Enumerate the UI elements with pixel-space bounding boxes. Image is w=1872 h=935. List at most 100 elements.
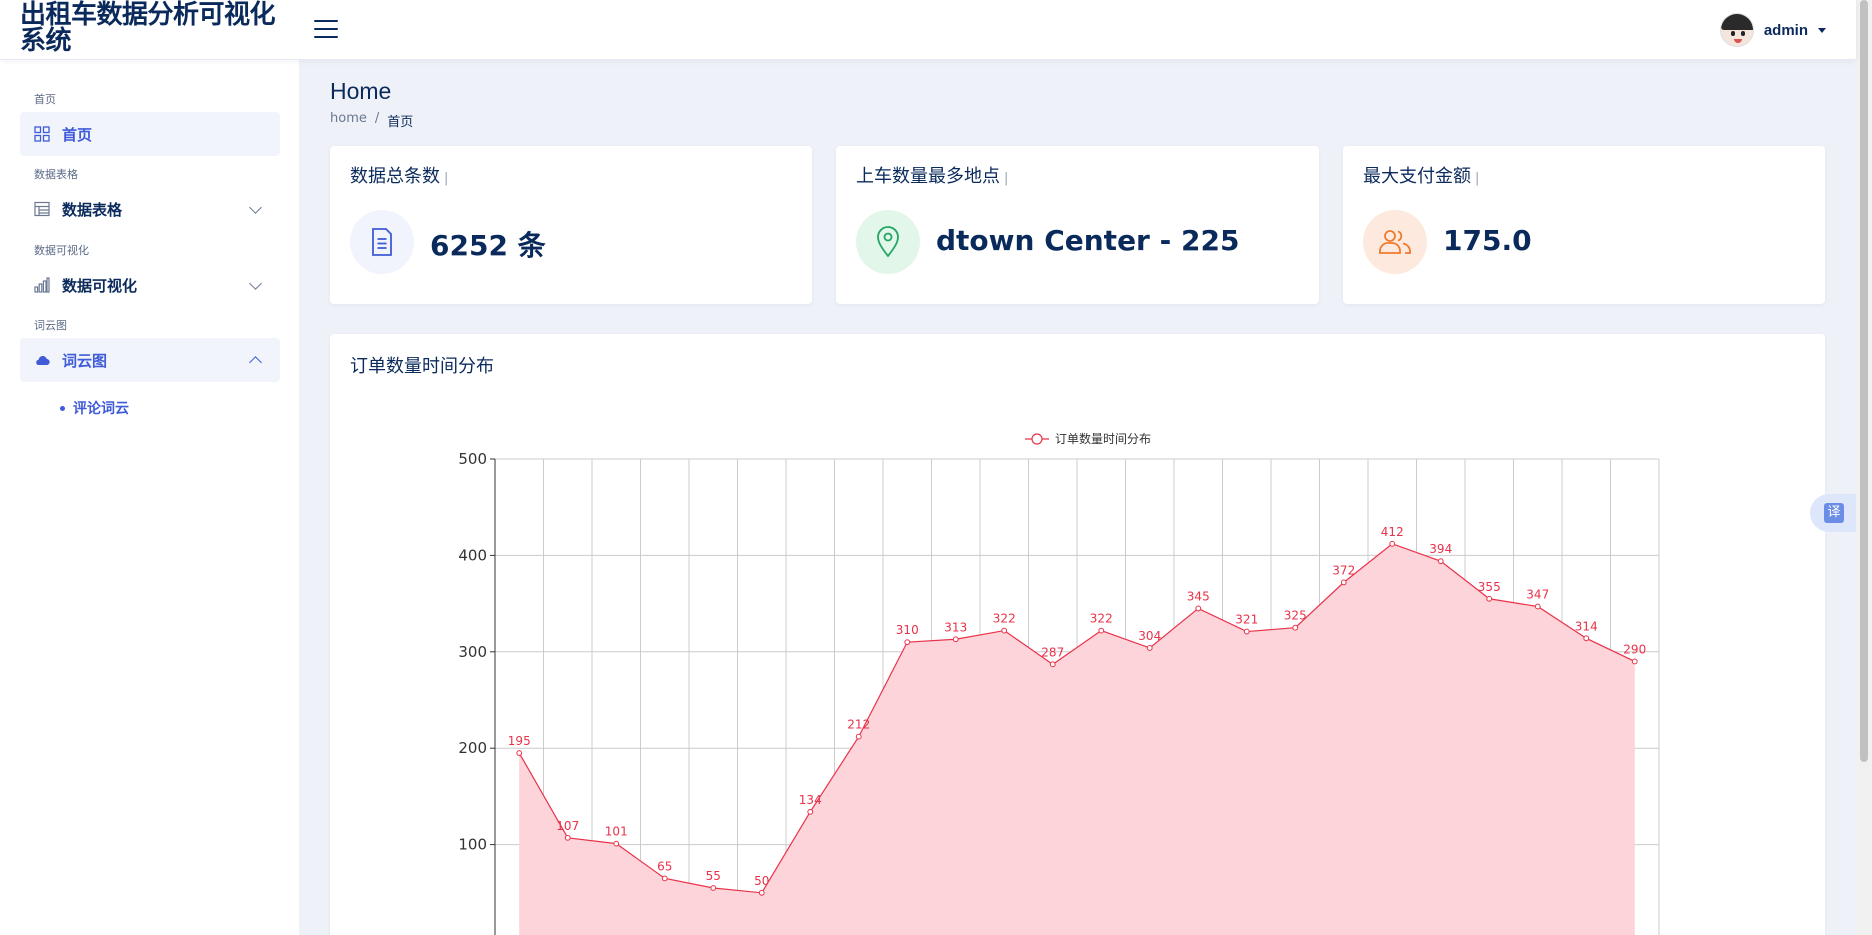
data-point — [661, 875, 668, 882]
y-tick-label: 200 — [458, 739, 487, 757]
scrollbar-thumb[interactable] — [1860, 0, 1868, 762]
sidebar-subitem-label: 评论词云 — [73, 401, 129, 417]
data-point — [1098, 627, 1105, 634]
data-label: 195 — [508, 734, 531, 748]
chevron-down-icon — [249, 201, 262, 214]
data-label: 50 — [754, 874, 769, 888]
sidebar-item-home[interactable]: 首页 — [20, 112, 280, 156]
data-label: 322 — [1090, 612, 1113, 626]
data-point — [1243, 628, 1250, 635]
stat-card-total-records: 数据总条数 | 6252 条 — [330, 146, 812, 304]
chevron-down-icon — [249, 277, 262, 290]
top-bar: 出租车数据分析可视化系统 admin — [0, 0, 1856, 60]
sidebar-item-label: 词云图 — [62, 351, 108, 370]
users-icon — [1363, 210, 1427, 274]
data-point — [758, 889, 765, 896]
data-point — [1534, 603, 1541, 610]
page-header: Home home / 首页 — [330, 78, 413, 130]
data-label: 55 — [706, 869, 721, 883]
data-label: 372 — [1332, 563, 1355, 577]
stat-title: 上车数量最多地点 | — [856, 166, 1009, 187]
data-point — [855, 733, 862, 740]
sidebar-section-title-wordcloud: 词云图 — [34, 319, 67, 332]
data-label: 314 — [1575, 619, 1598, 633]
stat-value: 175.0 — [1443, 224, 1532, 257]
stat-card-top-pickup-location: 上车数量最多地点 | dtown Center - 225 — [836, 146, 1319, 304]
translate-icon: 译 — [1824, 503, 1844, 523]
sidebar-item-data-table[interactable]: 数据表格 — [20, 187, 280, 231]
y-tick-label: 500 — [458, 450, 487, 468]
stat-value: dtown Center - 225 — [936, 224, 1240, 257]
app-title: 出租车数据分析可视化系统 — [20, 0, 276, 56]
data-point — [904, 639, 911, 646]
breadcrumb: home / 首页 — [330, 111, 413, 130]
data-point — [1292, 624, 1299, 631]
sidebar-item-label: 数据可视化 — [62, 276, 138, 295]
data-point — [952, 636, 959, 643]
table-icon — [34, 201, 50, 217]
data-point — [1389, 540, 1396, 547]
user-menu[interactable]: admin — [1719, 12, 1826, 48]
series-line — [518, 543, 1636, 894]
location-pin-icon — [856, 210, 920, 274]
chart-card-title: 订单数量时间分布 — [350, 356, 494, 377]
chevron-down-icon[interactable] — [1818, 27, 1826, 33]
data-label: 394 — [1429, 542, 1452, 556]
sidebar-item-label: 数据表格 — [62, 200, 123, 219]
bar-chart-icon — [34, 277, 50, 293]
data-label: 304 — [1138, 629, 1161, 643]
cloud-icon — [34, 352, 50, 368]
data-point — [1340, 579, 1347, 586]
breadcrumb-home-link[interactable]: home — [330, 111, 367, 126]
legend-marker — [1031, 433, 1043, 445]
avatar[interactable] — [1719, 13, 1754, 47]
data-point — [1437, 558, 1444, 565]
data-point — [613, 840, 620, 847]
data-label: 321 — [1235, 613, 1258, 627]
sidebar-section-title-table: 数据表格 — [34, 168, 78, 181]
order-time-distribution-chart: 0 100 200 300 400 500 195 107 101 65 55 50 134 212 310… — [458, 431, 1660, 935]
data-label: 313 — [944, 620, 967, 634]
data-point — [1195, 605, 1202, 612]
data-label: 65 — [657, 859, 672, 873]
data-point — [1583, 635, 1590, 642]
stat-title: 数据总条数 | — [350, 166, 449, 187]
data-point — [710, 885, 717, 891]
data-label: 287 — [1041, 645, 1064, 659]
sidebar-item-word-cloud[interactable]: 词云图 — [20, 338, 280, 382]
data-point — [1146, 645, 1153, 651]
translate-button[interactable]: 译 — [1810, 494, 1856, 532]
data-label: 107 — [556, 819, 579, 833]
data-point — [564, 834, 571, 841]
sidebar: 首页 首页 数据表格 数据表格 数据可视化 数据可视化 词云图 词云图 评论词云 — [0, 60, 300, 935]
menu-toggle-icon[interactable] — [314, 19, 338, 41]
data-label: 290 — [1623, 642, 1646, 656]
breadcrumb-current: 首页 — [387, 115, 414, 130]
user-name[interactable]: admin — [1763, 21, 1808, 39]
data-label: 325 — [1284, 609, 1307, 623]
sidebar-section-title-home: 首页 — [34, 93, 56, 106]
data-label: 345 — [1187, 589, 1210, 603]
data-label: 347 — [1526, 587, 1549, 601]
scrollbar[interactable] — [1856, 0, 1872, 935]
data-label: 134 — [799, 793, 822, 807]
sidebar-subitem-comment-cloud[interactable]: 评论词云 — [60, 398, 129, 418]
chevron-up-icon — [249, 356, 262, 369]
stat-title: 最大支付金额 | — [1363, 166, 1480, 187]
data-label: 212 — [847, 718, 870, 732]
data-point — [807, 808, 814, 815]
data-point — [1486, 595, 1493, 602]
stat-card-max-payment: 最大支付金额 | 175.0 — [1343, 146, 1825, 304]
y-tick-label: 400 — [458, 546, 487, 564]
sidebar-item-data-visualization[interactable]: 数据可视化 — [20, 263, 280, 307]
y-tick-label: 300 — [458, 643, 487, 661]
data-point — [1001, 627, 1008, 634]
data-label: 310 — [896, 623, 919, 637]
breadcrumb-separator: / — [374, 111, 380, 126]
stat-value: 6252 条 — [430, 229, 546, 262]
data-point — [1049, 661, 1056, 668]
y-tick-label: 0 — [477, 932, 487, 935]
legend-label: 订单数量时间分布 — [1055, 431, 1151, 446]
bullet-icon — [60, 405, 65, 411]
series-area-fill — [519, 543, 1635, 935]
